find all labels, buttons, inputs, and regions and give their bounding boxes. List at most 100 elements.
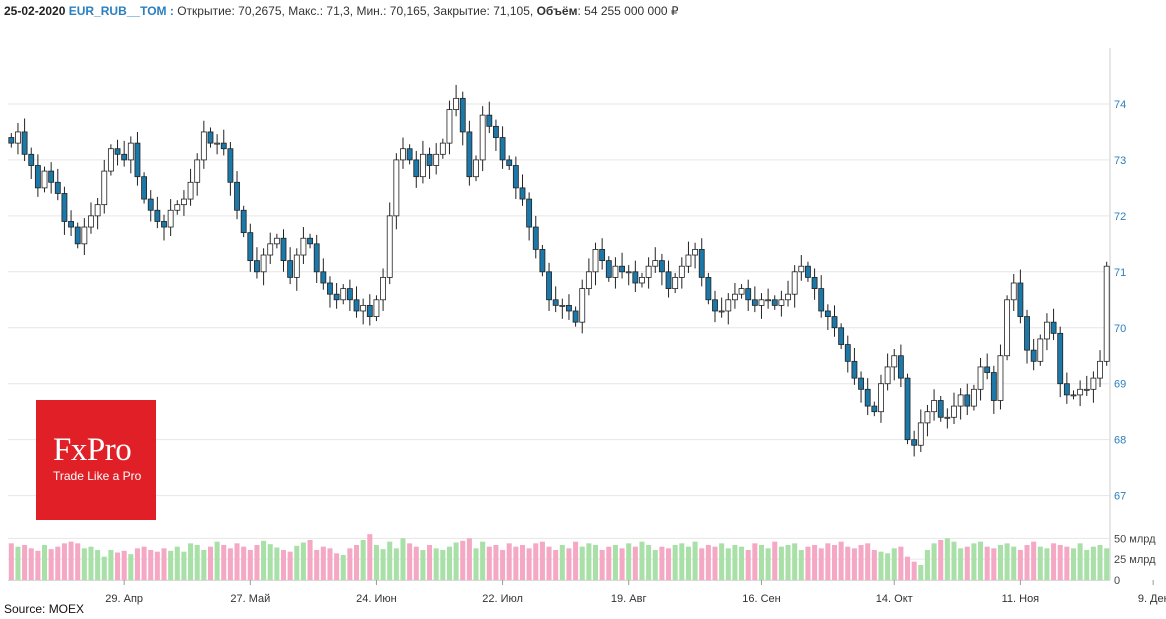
price-tick-label: 73: [1114, 155, 1126, 167]
candle-body: [592, 249, 599, 273]
volume-bar: [785, 545, 791, 580]
candle-body: [619, 265, 625, 273]
volume-bar: [938, 540, 944, 580]
volume-bar: [586, 543, 592, 580]
volume-bar: [320, 546, 326, 580]
volume-bar: [141, 546, 147, 580]
symbol-label: EUR_RUB__TOM: [68, 4, 167, 18]
volume-bar: [486, 546, 492, 580]
candle-body: [307, 237, 313, 245]
volume-bar: [274, 547, 280, 580]
candle-body: [1057, 332, 1064, 385]
candle-body: [187, 181, 194, 200]
volume-bar: [1004, 543, 1010, 580]
candle-body: [167, 209, 174, 228]
volume-bar: [579, 546, 585, 580]
logo-tagline: Trade Like a Pro: [53, 469, 142, 483]
candle-body: [765, 299, 772, 302]
candle-body: [147, 198, 154, 211]
candle-body: [101, 170, 108, 206]
volume-bar: [267, 544, 273, 580]
open-label: Открытие:: [177, 4, 235, 18]
volume-bar: [533, 543, 539, 580]
candle-body: [559, 304, 566, 307]
candle-body: [1017, 282, 1024, 317]
volume-bar: [500, 550, 506, 580]
volume-bar: [592, 545, 599, 580]
volume-bar: [951, 541, 957, 580]
candle-body: [519, 187, 526, 200]
candle-body: [499, 137, 506, 161]
candle-body: [121, 153, 128, 161]
volume-bar: [798, 550, 804, 580]
candle-body: [493, 125, 499, 138]
volume-bar: [214, 541, 220, 580]
volume-bar: [539, 541, 545, 580]
source-label: Source: MOEX: [4, 602, 85, 616]
volume-bar: [666, 548, 672, 580]
candle-body: [346, 288, 353, 301]
volume-bar: [692, 541, 698, 580]
candle-body: [778, 299, 785, 306]
volume-bar: [287, 551, 293, 580]
candle-body: [984, 366, 991, 373]
candle-body: [751, 299, 758, 306]
price-tick-label: 68: [1114, 435, 1126, 447]
volume-bar: [632, 546, 638, 580]
volume-bar: [15, 546, 21, 580]
volume-bar: [758, 545, 764, 580]
candle-body: [758, 299, 765, 306]
volume-bar: [911, 561, 917, 580]
volume-bar: [858, 545, 864, 580]
volume-bar: [446, 546, 452, 580]
date-label: 25-02-2020: [4, 4, 66, 18]
candle-body: [1063, 383, 1070, 396]
volume-bar: [871, 550, 877, 580]
volume-bar: [745, 550, 751, 580]
volume-bar: [81, 548, 87, 580]
volume-bar: [1070, 548, 1077, 580]
volume-bar: [75, 543, 81, 580]
volume-bar: [619, 548, 625, 580]
volume-bar: [148, 550, 154, 580]
volume-bar: [739, 546, 745, 580]
volume-bar: [22, 545, 28, 580]
volume-bar: [1084, 550, 1090, 580]
volume-bar: [440, 550, 446, 580]
volume-bar: [280, 550, 287, 580]
candle-body: [1044, 321, 1050, 340]
candle-body: [214, 142, 221, 145]
candle-body: [1050, 321, 1057, 334]
volume-bar: [931, 543, 937, 580]
volume-bar: [55, 546, 61, 580]
candle-body: [539, 249, 546, 273]
volume-bar: [427, 545, 433, 580]
volume-bar: [68, 541, 74, 580]
candle-body: [685, 254, 692, 267]
volume-bar: [227, 548, 233, 580]
volume-bar: [838, 541, 844, 580]
volume-bar: [188, 543, 194, 580]
candle-body: [566, 304, 572, 312]
volume-bar: [646, 545, 652, 580]
volume-bar: [108, 550, 114, 580]
volume-bar: [778, 546, 784, 580]
candle-body: [712, 299, 718, 312]
candle-body: [240, 209, 247, 234]
candle-body: [625, 271, 632, 274]
volume-bar: [725, 548, 731, 580]
candle-body: [791, 271, 798, 295]
volume-bar: [261, 540, 267, 580]
candle-body: [94, 204, 101, 217]
candle-body: [393, 159, 400, 217]
volume-bar: [460, 540, 466, 580]
volume-bar: [380, 549, 386, 580]
volume-bar: [367, 534, 373, 580]
volume-bar: [8, 543, 14, 580]
candle-body: [1097, 360, 1103, 379]
volume-bar: [772, 541, 778, 580]
candle-body: [911, 439, 918, 446]
volume-bar: [35, 550, 41, 580]
candle-body: [917, 422, 924, 446]
